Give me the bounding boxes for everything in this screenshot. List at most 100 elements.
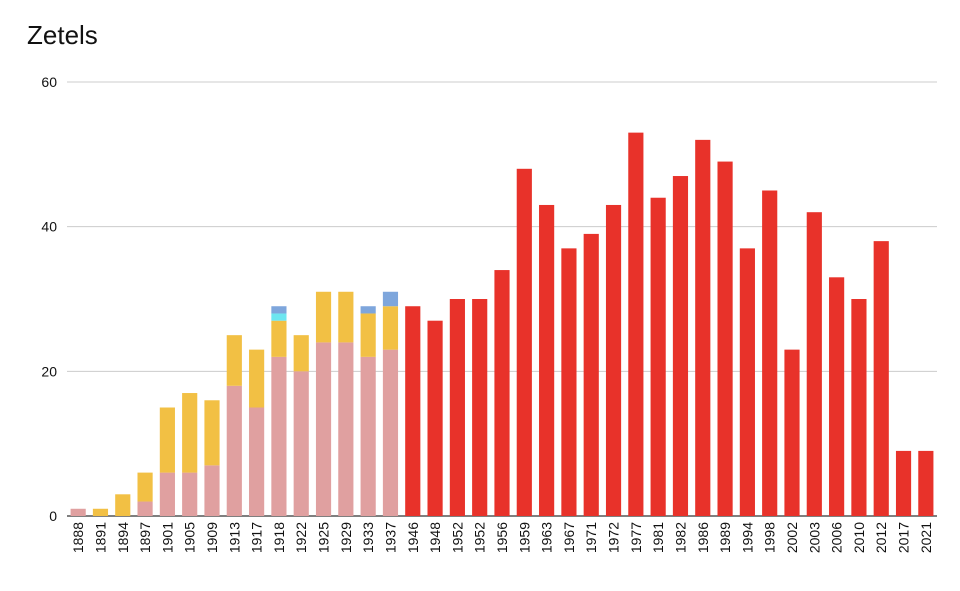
bar-series-yellow-8 (249, 349, 265, 408)
x-tick-label-1: 1891 (92, 522, 108, 553)
bar-series-blue-13 (360, 306, 376, 314)
bar-series-pink-11 (315, 342, 332, 516)
x-tick-label-0: 1888 (70, 522, 86, 553)
x-tick-label-27: 1982 (672, 522, 688, 553)
bar-series-pink-8 (249, 407, 265, 516)
x-tick-label-30: 1994 (739, 522, 755, 553)
x-tick-label-38: 2021 (918, 522, 934, 553)
bar-series-red-29 (717, 161, 733, 517)
bar-series-red-15 (405, 306, 421, 516)
bar-series-pink-14 (382, 349, 399, 516)
bar-series-yellow-4 (159, 407, 175, 473)
x-tick-label-28: 1986 (695, 522, 711, 553)
x-tick-label-10: 1922 (293, 522, 309, 553)
bar-series-pink-10 (293, 371, 309, 516)
bar-series-red-27 (672, 176, 689, 517)
x-tick-label-7: 1913 (226, 522, 242, 553)
x-tick-label-22: 1967 (561, 522, 577, 553)
bar-series-yellow-11 (315, 291, 332, 343)
x-tick-label-21: 1963 (539, 522, 555, 553)
bar-series-red-38 (918, 450, 934, 516)
x-tick-label-2: 1894 (115, 522, 131, 553)
bar-series-red-19 (494, 270, 510, 516)
bar-series-blue-9 (271, 306, 287, 314)
bar-series-yellow-7 (226, 335, 242, 386)
x-tick-label-12: 1929 (338, 522, 354, 553)
y-tick-label-60: 60 (41, 74, 57, 90)
x-tick-label-14: 1937 (382, 522, 398, 553)
bar-series-pink-4 (159, 472, 175, 516)
y-tick-label-0: 0 (49, 508, 57, 524)
bar-series-yellow-10 (293, 335, 309, 372)
x-tick-label-25: 1977 (628, 522, 644, 553)
x-tick-label-34: 2006 (829, 522, 845, 553)
x-tick-label-23: 1971 (583, 522, 599, 553)
x-tick-label-18: 1952 (472, 522, 488, 553)
x-tick-label-19: 1956 (494, 522, 510, 553)
x-tick-label-6: 1909 (204, 522, 220, 553)
bar-series-pink-3 (137, 501, 153, 516)
chart-title: Zetels (27, 20, 98, 50)
x-tick-label-20: 1959 (516, 522, 532, 553)
bar-series-red-35 (851, 299, 867, 516)
bar-series-yellow-3 (137, 472, 153, 502)
x-tick-label-29: 1989 (717, 522, 733, 553)
x-tick-label-8: 1917 (249, 522, 265, 553)
bar-series-pink-12 (338, 342, 354, 516)
bar-series-red-32 (784, 349, 800, 516)
bar-series-yellow-12 (338, 291, 354, 343)
bar-series-red-34 (829, 277, 845, 516)
bar-series-red-28 (695, 139, 711, 516)
x-tick-label-5: 1905 (182, 522, 198, 553)
bar-series-pink-0 (70, 508, 86, 516)
bar-series-red-20 (516, 168, 532, 517)
bar-series-cyan-9 (271, 313, 287, 321)
bar-series-red-23 (583, 233, 599, 516)
bar-series-yellow-13 (360, 313, 376, 357)
x-tick-label-16: 1948 (427, 522, 443, 553)
x-tick-label-17: 1952 (449, 522, 465, 553)
bar-series-pink-9 (271, 356, 287, 516)
bar-series-red-21 (539, 204, 555, 516)
bar-series-yellow-14 (382, 306, 399, 350)
x-tick-label-32: 2002 (784, 522, 800, 553)
x-tick-label-24: 1972 (606, 522, 622, 553)
bar-series-red-16 (427, 320, 443, 516)
bar-series-pink-6 (204, 465, 220, 516)
bar-series-red-17 (449, 299, 465, 516)
bar-series-red-22 (561, 248, 577, 516)
bar-series-red-30 (739, 248, 755, 516)
x-tick-label-33: 2003 (806, 522, 822, 553)
bar-series-red-36 (873, 241, 889, 516)
bar-series-blue-14 (382, 291, 399, 307)
x-tick-label-15: 1946 (405, 522, 421, 553)
bar-series-pink-5 (182, 472, 198, 516)
y-tick-label-40: 40 (41, 219, 57, 235)
x-tick-label-3: 1897 (137, 522, 153, 553)
x-tick-label-13: 1933 (360, 522, 376, 553)
bar-series-pink-13 (360, 356, 376, 516)
x-tick-label-31: 1998 (762, 522, 778, 553)
bar-series-red-31 (762, 190, 778, 516)
bar-series-pink-7 (226, 385, 242, 516)
bar-series-red-24 (605, 204, 622, 516)
bar-series-red-18 (472, 299, 488, 516)
bar-series-yellow-6 (204, 400, 220, 466)
bar-series-red-26 (650, 197, 666, 516)
bar-series-yellow-2 (115, 494, 131, 516)
x-tick-label-35: 2010 (851, 522, 867, 553)
x-tick-label-11: 1925 (316, 522, 332, 553)
x-tick-label-4: 1901 (159, 522, 175, 553)
x-tick-label-36: 2012 (873, 522, 889, 553)
bar-series-yellow-1 (92, 508, 109, 516)
x-tick-label-26: 1981 (650, 522, 666, 553)
y-tick-label-20: 20 (41, 363, 57, 379)
bar-series-yellow-5 (182, 393, 198, 473)
bar-series-yellow-9 (271, 320, 287, 357)
bar-series-red-37 (895, 450, 912, 516)
bar-series-red-33 (806, 212, 822, 516)
x-tick-label-9: 1918 (271, 522, 287, 553)
bar-series-red-25 (628, 132, 644, 516)
